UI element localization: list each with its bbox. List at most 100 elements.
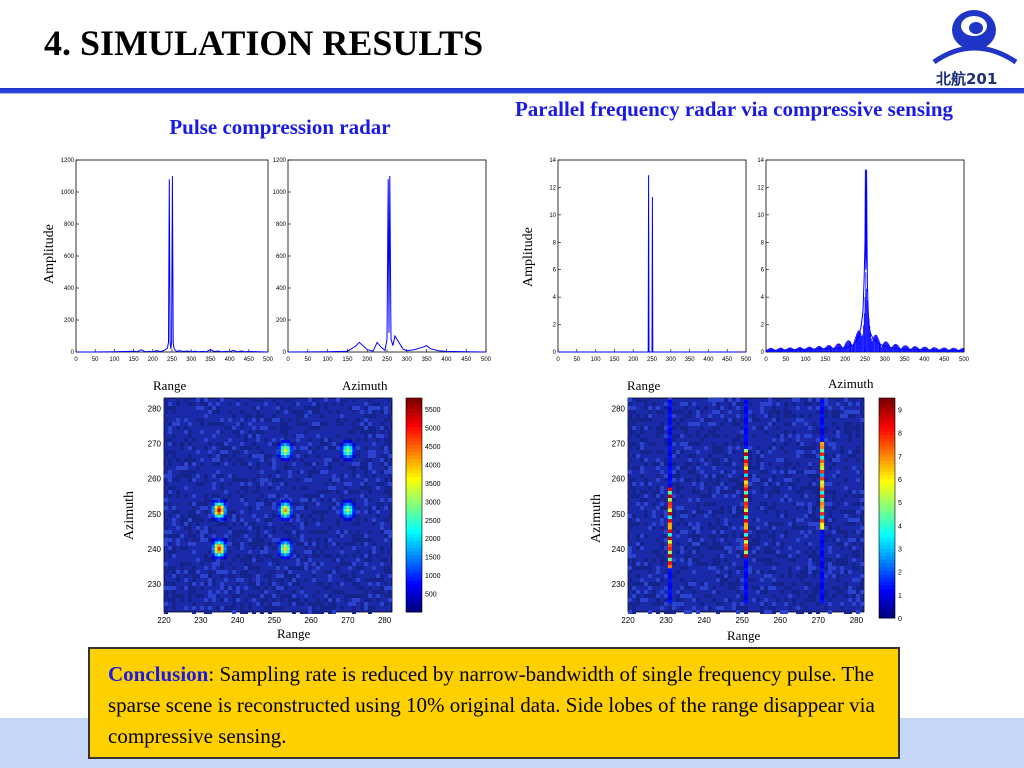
colorbar-segment [879, 610, 895, 615]
image-pixel [352, 502, 356, 506]
image-texture [628, 398, 864, 614]
colorbar-segment [406, 451, 422, 456]
colorbar-segment [406, 587, 422, 592]
image-pixel [283, 556, 287, 560]
image-pixel [352, 514, 356, 518]
title-divider [0, 88, 1024, 93]
image-pixel [217, 505, 221, 509]
x-tick-label: 450 [939, 357, 950, 363]
image-pixel [223, 511, 227, 515]
image-pixel [289, 541, 293, 545]
colorbar-tick-label: 6 [898, 477, 902, 484]
image-pixel [223, 538, 227, 542]
image-pixel [211, 511, 215, 515]
image-pixel [289, 511, 293, 515]
image-pixel [352, 443, 356, 447]
x-tick-label: 250 [268, 616, 282, 625]
image-pixel [280, 452, 284, 456]
logo-core [969, 22, 983, 34]
image-pixel [343, 508, 347, 512]
image-pixel [343, 511, 347, 515]
image-pixel [214, 511, 218, 515]
image-pixel [286, 440, 290, 444]
image-pixel [289, 544, 293, 548]
image-pixel [346, 458, 350, 462]
colorbar-segment [879, 449, 895, 454]
img2-range-label: Range [727, 628, 761, 643]
series-line [287, 175, 487, 353]
image-pixel [211, 556, 215, 560]
x-tick-label: 240 [231, 616, 245, 625]
image-pixel [289, 455, 293, 459]
image-pixel [277, 541, 281, 545]
x-tick-label: 100 [591, 357, 602, 363]
image-pixel [283, 440, 287, 444]
colorbar-segment [879, 596, 895, 601]
image-pixel [343, 505, 347, 509]
colorbar-segment [879, 434, 895, 439]
colorbar-segment [879, 530, 895, 535]
x-tick-label: 200 [840, 357, 851, 363]
image-pixel [286, 449, 290, 453]
image-pixel [286, 541, 290, 545]
image-pixel [283, 544, 287, 548]
image-pixel [346, 508, 350, 512]
colorbar-segment [879, 537, 895, 542]
x-tick-label: 350 [205, 357, 216, 363]
colorbar-segment [406, 465, 422, 470]
image-pixel [346, 440, 350, 444]
colorbar-segment [879, 614, 895, 619]
image-pixel [214, 553, 218, 557]
image-pixel [217, 499, 221, 503]
y-tick-label: 10 [549, 213, 556, 219]
conclusion-box: Conclusion: Sampling rate is reduced by … [88, 647, 900, 759]
image-pixel [346, 511, 350, 515]
x-tick-label: 450 [244, 357, 255, 363]
image-pixel [349, 517, 353, 521]
colorbar-segment [879, 420, 895, 425]
x-tick-label: 220 [621, 616, 635, 625]
image-pixel [289, 446, 293, 450]
colorbar-segment [406, 604, 422, 609]
image-pixel [214, 517, 218, 521]
x-tick-label: 350 [685, 357, 696, 363]
y-tick-label: 200 [64, 318, 75, 324]
colorbar-segment [406, 405, 422, 410]
colorbar-segment [406, 540, 422, 545]
image-pixel [289, 514, 293, 518]
image-pixel [223, 544, 227, 548]
colorbar-segment [406, 533, 422, 538]
colorbar-segment [406, 572, 422, 577]
y-tick-label: 10 [757, 213, 764, 219]
image-pixel [283, 505, 287, 509]
amplitude-label-left: Amplitude [42, 224, 57, 284]
image-pixel [286, 553, 290, 557]
image-pixel [283, 514, 287, 518]
image-pixel [343, 455, 347, 459]
image-pixel [340, 452, 344, 456]
x-tick-label: 400 [919, 357, 930, 363]
image-pixel [277, 508, 281, 512]
x-tick-label: 280 [378, 616, 392, 625]
x-tick-label: 250 [647, 357, 658, 363]
colorbar-segment [406, 401, 422, 406]
image-pixel [349, 508, 353, 512]
image-pixel [214, 550, 218, 554]
colorbar-tick-label: 1500 [425, 555, 441, 562]
colorbar-segment [879, 456, 895, 461]
colorbar-segment [879, 423, 895, 428]
image-pixel [211, 502, 215, 506]
image-pixel [349, 455, 353, 459]
colorbar-segment [406, 412, 422, 417]
image-pixel [289, 452, 293, 456]
colorbar-segment [879, 442, 895, 447]
colorbar-segment [406, 554, 422, 559]
image-pixel [283, 508, 287, 512]
x-tick-label: 400 [703, 357, 714, 363]
img1-top-range-label: Range [153, 378, 187, 393]
colorbar-segment [406, 569, 422, 574]
colorbar-segment [879, 577, 895, 582]
x-tick-label: 0 [556, 357, 560, 363]
image-pixel [289, 449, 293, 453]
image-pixel [346, 455, 350, 459]
